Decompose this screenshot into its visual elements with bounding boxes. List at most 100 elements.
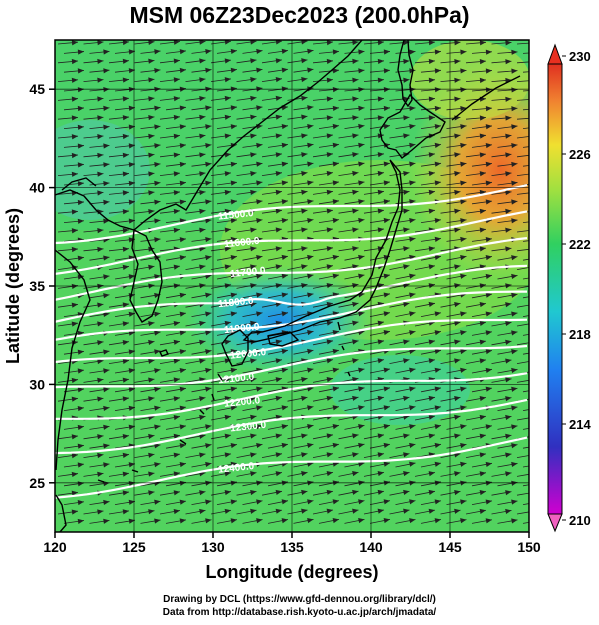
wind-arrowhead xyxy=(173,208,180,215)
wind-arrowhead xyxy=(250,508,257,514)
wind-arrowhead xyxy=(531,228,537,233)
wind-arrowhead xyxy=(301,76,308,83)
page-title: MSM 06Z23Dec2023 (200.0hPa) xyxy=(129,2,470,28)
wind-arrowhead xyxy=(154,143,161,149)
wind-arrowhead xyxy=(256,442,263,449)
wind-arrowhead xyxy=(479,77,486,83)
wind-arrowhead xyxy=(485,311,492,317)
wind-arrowhead xyxy=(71,96,78,102)
wind-arrowhead xyxy=(230,67,237,73)
wind-arrowhead xyxy=(71,471,78,477)
wind-arrowhead xyxy=(434,424,441,430)
wind-arrowhead xyxy=(485,367,492,373)
wind-arrowhead xyxy=(332,442,339,448)
wind-arrowhead xyxy=(199,358,206,364)
wind-arrowhead xyxy=(326,320,333,326)
wind-arrowhead xyxy=(409,311,416,317)
wind-arrowhead xyxy=(537,406,543,411)
wind-arrowhead xyxy=(179,424,186,430)
wind-arrowhead xyxy=(179,480,186,486)
wind-arrowhead xyxy=(224,40,231,45)
wind-arrowhead xyxy=(505,115,512,121)
colorbar-min-arrow xyxy=(547,513,563,533)
wind-arrowhead xyxy=(281,442,288,448)
wind-arrowhead xyxy=(77,518,84,524)
wind-arrowhead xyxy=(326,377,333,383)
wind-arrowhead xyxy=(383,405,390,411)
wind-arrowhead xyxy=(485,480,492,486)
wind-arrowhead xyxy=(537,349,543,354)
wind-arrowhead xyxy=(326,395,333,401)
wind-arrowhead xyxy=(256,518,263,524)
wind-arrowhead xyxy=(511,199,518,205)
wind-arrowhead xyxy=(256,254,263,261)
wind-arrowhead xyxy=(77,387,84,393)
wind-arrowhead xyxy=(307,518,314,524)
wind-arrowhead xyxy=(224,114,231,120)
wind-arrowhead xyxy=(230,236,237,243)
wind-arrowhead xyxy=(97,40,104,46)
wind-arrowhead xyxy=(275,40,282,45)
wind-arrowhead xyxy=(122,509,129,515)
wind-arrowhead xyxy=(434,348,441,355)
wind-arrowhead xyxy=(205,311,212,317)
wind-arrow xyxy=(522,71,529,73)
wind-arrowhead xyxy=(505,133,512,139)
wind-arrowhead xyxy=(479,396,486,402)
wind-arrowhead xyxy=(275,152,282,158)
wind-arrowhead xyxy=(250,301,257,308)
wind-arrowhead xyxy=(460,348,467,355)
wind-arrowhead xyxy=(428,433,435,439)
wind-arrowhead xyxy=(479,152,486,158)
wind-arrow xyxy=(522,409,529,411)
wind-arrowhead xyxy=(358,273,365,279)
wind-arrowhead xyxy=(505,40,512,46)
colorbar-label: 226 xyxy=(569,147,591,162)
wind-arrowhead xyxy=(326,433,333,439)
wind-arrowhead xyxy=(505,227,512,233)
wind-arrowhead xyxy=(77,105,84,112)
wind-arrowhead xyxy=(250,171,257,177)
wind-arrowhead xyxy=(205,142,212,149)
wind-arrowhead xyxy=(128,480,135,487)
wind-arrowhead xyxy=(71,302,78,308)
wind-arrowhead xyxy=(281,217,288,224)
wind-arrowhead xyxy=(377,471,384,477)
wind-arrowhead xyxy=(275,433,282,439)
wind-arrowhead xyxy=(352,96,359,102)
wind-arrowhead xyxy=(173,321,180,327)
wind-arrowhead xyxy=(409,161,416,167)
wind-arrowhead xyxy=(434,254,441,261)
wind-arrowhead xyxy=(326,96,333,102)
wind-arrowhead xyxy=(403,471,410,477)
wind-arrowhead xyxy=(77,462,84,468)
wind-arrowhead xyxy=(403,170,410,177)
wind-arrowhead xyxy=(281,348,288,354)
wind-arrowhead xyxy=(97,509,104,515)
wind-arrowhead xyxy=(199,339,206,345)
wind-arrowhead xyxy=(224,95,231,102)
wind-arrowhead xyxy=(537,443,543,448)
wind-arrowhead xyxy=(326,77,333,83)
wind-arrowhead xyxy=(281,67,288,73)
wind-arrowhead xyxy=(301,114,308,120)
y-tick-label: 45 xyxy=(29,81,45,97)
wind-arrowhead xyxy=(352,77,359,83)
wind-arrowhead xyxy=(377,395,384,401)
wind-arrowhead xyxy=(103,180,110,187)
wind-arrowhead xyxy=(230,255,237,261)
wind-arrowhead xyxy=(250,95,257,101)
wind-arrowhead xyxy=(205,367,212,374)
wind-arrowhead xyxy=(256,199,263,205)
wind-arrowhead xyxy=(230,180,237,186)
wind-arrowhead xyxy=(377,170,384,177)
wind-arrowhead xyxy=(71,377,78,383)
wind-arrowhead xyxy=(281,367,288,373)
wind-arrowhead xyxy=(154,311,161,317)
wind-arrowhead xyxy=(122,358,129,364)
wind-arrowhead xyxy=(230,443,237,449)
wind-arrowhead xyxy=(485,292,492,298)
wind-arrowhead xyxy=(460,367,467,373)
wind-arrowhead xyxy=(383,180,390,186)
wind-arrowhead xyxy=(230,349,237,355)
